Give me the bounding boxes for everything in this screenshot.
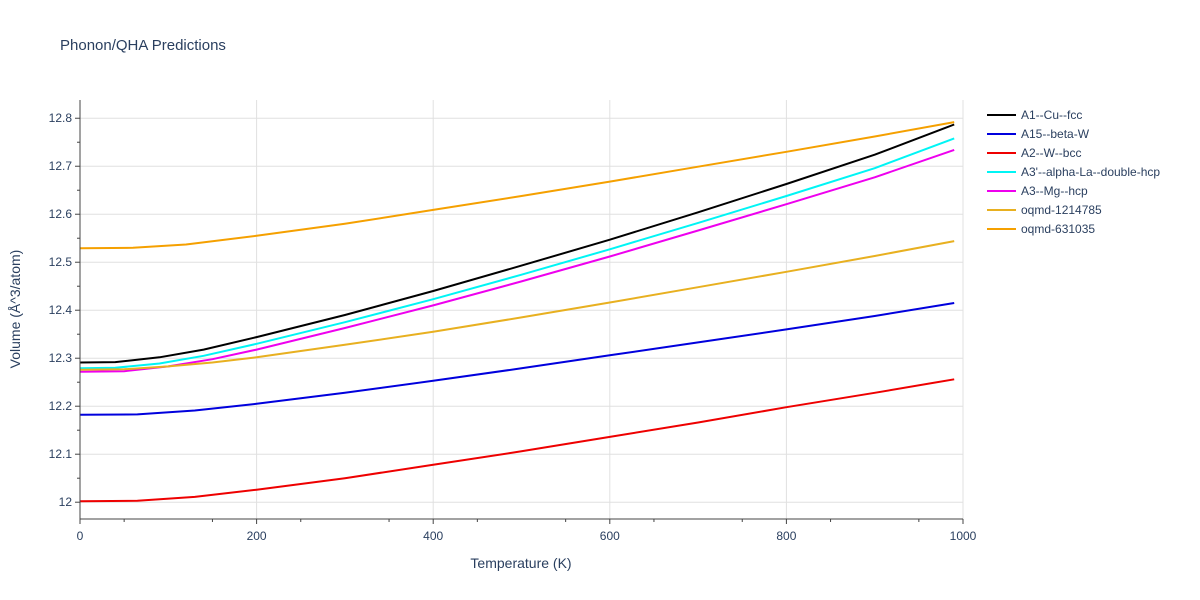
series-line-6 bbox=[79, 121, 955, 250]
legend-label: A3'--alpha-La--double-hcp bbox=[1021, 165, 1160, 179]
x-tick-label: 1000 bbox=[950, 529, 977, 543]
x-tick-label: 400 bbox=[423, 529, 443, 543]
legend-label: A15--beta-W bbox=[1021, 127, 1090, 141]
grid-lines bbox=[80, 100, 964, 519]
y-tick-label: 12.7 bbox=[49, 159, 73, 173]
y-tick-label: 12.1 bbox=[49, 447, 73, 461]
legend-item[interactable]: oqmd-631035 bbox=[987, 222, 1095, 236]
x-tick-label: 800 bbox=[776, 529, 796, 543]
x-tick-label: 200 bbox=[247, 529, 267, 543]
y-tick-label: 12 bbox=[59, 495, 73, 509]
y-tick-label: 12.5 bbox=[49, 255, 73, 269]
y-tick-label: 12.8 bbox=[49, 111, 73, 125]
x-axis-title: Temperature (K) bbox=[470, 555, 571, 571]
legend-item[interactable]: A3'--alpha-La--double-hcp bbox=[987, 165, 1160, 179]
axes: 0 200 400 600 800 1000 12 12.1 12.2 12.3 12.4 12.5 1… bbox=[49, 100, 977, 543]
y-axis-title: Volume (Å^3/atom) bbox=[7, 250, 23, 369]
legend-item[interactable]: A1--Cu--fcc bbox=[987, 108, 1082, 122]
y-tick-label: 12.4 bbox=[49, 303, 73, 317]
legend-label: A3--Mg--hcp bbox=[1021, 184, 1088, 198]
legend-label: A2--W--bcc bbox=[1021, 146, 1081, 160]
legend-label: A1--Cu--fcc bbox=[1021, 108, 1082, 122]
legend-item[interactable]: A15--beta-W bbox=[987, 127, 1090, 141]
y-tick-label: 12.2 bbox=[49, 399, 73, 413]
legend-item[interactable]: A2--W--bcc bbox=[987, 146, 1081, 160]
series-line-4 bbox=[79, 148, 955, 373]
legend-item[interactable]: A3--Mg--hcp bbox=[987, 184, 1088, 198]
series-lines bbox=[79, 121, 955, 503]
x-tick-label: 0 bbox=[77, 529, 84, 543]
series-line-1 bbox=[79, 302, 955, 416]
series-line-3 bbox=[79, 137, 955, 370]
series-line-5 bbox=[79, 240, 955, 371]
series-line-0 bbox=[79, 123, 955, 364]
y-tick-label: 12.3 bbox=[49, 351, 73, 365]
series-line-2 bbox=[79, 378, 955, 503]
legend: A1--Cu--fcc A15--beta-W A2--W--bcc A3'--alp… bbox=[987, 108, 1160, 236]
y-tick-label: 12.6 bbox=[49, 207, 73, 221]
legend-item[interactable]: oqmd-1214785 bbox=[987, 203, 1102, 217]
legend-label: oqmd-1214785 bbox=[1021, 203, 1102, 217]
x-tick-label: 600 bbox=[600, 529, 620, 543]
legend-label: oqmd-631035 bbox=[1021, 222, 1095, 236]
chart-title: Phonon/QHA Predictions bbox=[60, 37, 226, 54]
